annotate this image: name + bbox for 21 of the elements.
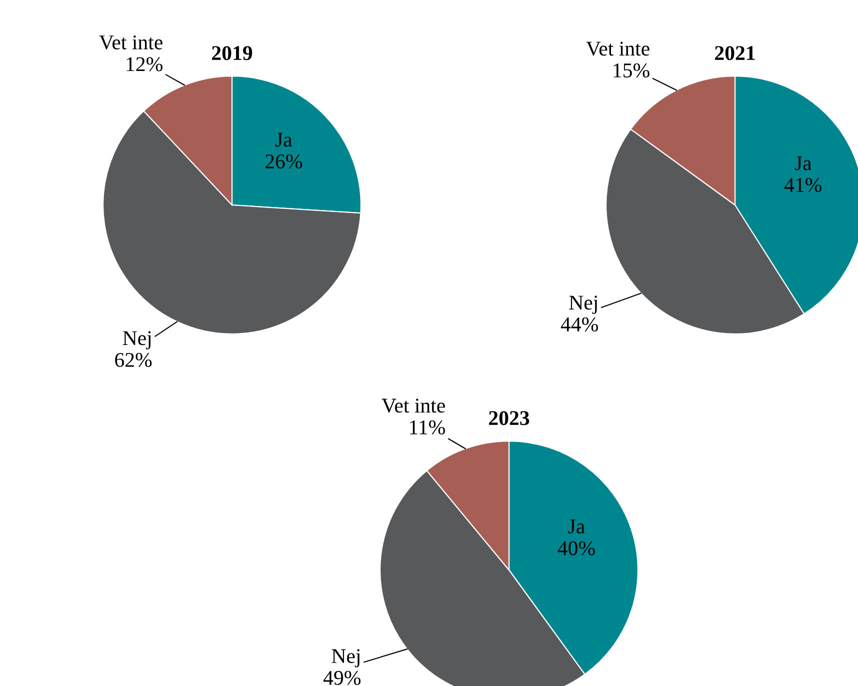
data-label: 49% — [323, 670, 361, 685]
slice-label: Nej — [332, 649, 360, 668]
data-label: 40% — [558, 541, 595, 556]
slice-label: Nej — [569, 296, 597, 314]
slice-label: Vet inte — [99, 35, 162, 50]
slice-label: Vet inte — [586, 42, 650, 56]
data-label: 26% — [266, 154, 302, 169]
slice-label: Ja — [568, 520, 585, 534]
chart-title: 2019 — [212, 46, 252, 60]
data-label: 41% — [784, 178, 822, 192]
slice-label: Ja — [275, 132, 292, 147]
chart-title: 2023 — [489, 411, 530, 426]
chart-title: 2021 — [715, 46, 755, 60]
slice-label: Nej — [122, 331, 151, 350]
data-label: 11% — [410, 420, 445, 435]
slice-label: Ja — [794, 156, 812, 170]
data-label: 15% — [614, 63, 650, 78]
data-label: 12% — [126, 57, 162, 72]
data-label: 44% — [560, 317, 598, 332]
data-label: 62% — [115, 352, 152, 368]
slice-label: Vet inte — [382, 398, 445, 413]
